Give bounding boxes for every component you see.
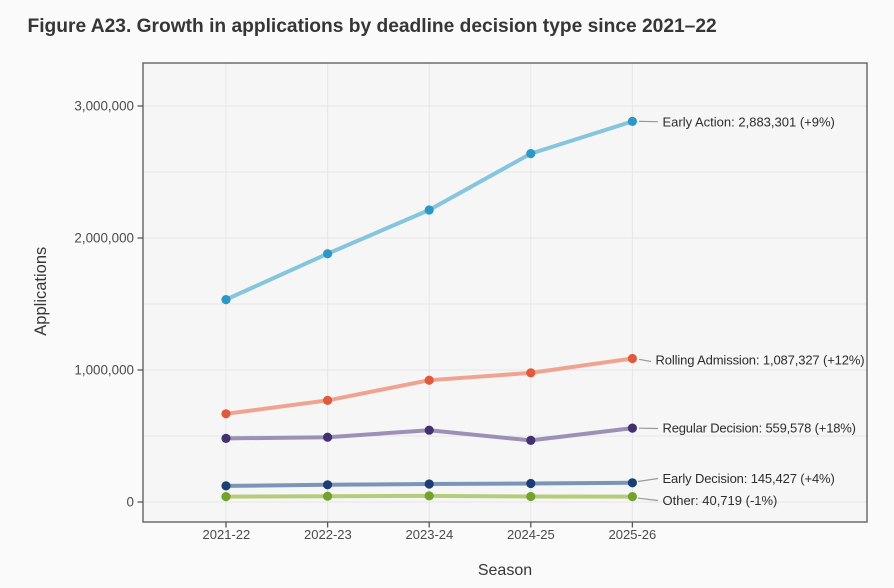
svg-text:Figure A23. Growth in applicat: Figure A23. Growth in applications by de…: [28, 16, 717, 37]
svg-text:Season: Season: [478, 562, 532, 579]
svg-text:Applications: Applications: [32, 247, 50, 336]
svg-text:Rolling Admission: 1,087,327 (: Rolling Admission: 1,087,327 (+12%): [656, 353, 865, 368]
svg-text:Other: 40,719 (-1%): Other: 40,719 (-1%): [663, 493, 778, 508]
svg-text:Early Decision: 145,427 (+4%): Early Decision: 145,427 (+4%): [663, 471, 835, 486]
svg-text:Regular Decision: 559,578 (+18: Regular Decision: 559,578 (+18%): [663, 421, 856, 436]
svg-text:2023-24: 2023-24: [406, 527, 454, 542]
svg-text:2,000,000: 2,000,000: [74, 230, 134, 245]
svg-text:2024-25: 2024-25: [507, 527, 555, 542]
svg-text:2022-23: 2022-23: [304, 527, 352, 542]
svg-text:Early Action: 2,883,301 (+9%): Early Action: 2,883,301 (+9%): [663, 114, 835, 129]
svg-text:0: 0: [127, 494, 134, 509]
svg-text:1,000,000: 1,000,000: [74, 362, 134, 377]
svg-text:2021-22: 2021-22: [203, 527, 251, 542]
svg-text:3,000,000: 3,000,000: [74, 98, 134, 113]
svg-text:2025-26: 2025-26: [609, 527, 657, 542]
